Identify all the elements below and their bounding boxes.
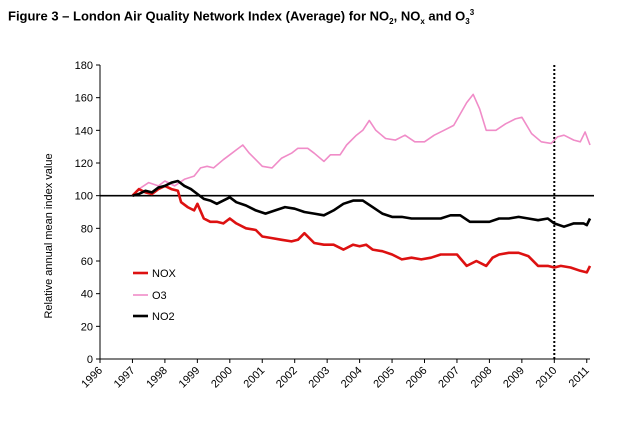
title-text-main: Figure 3 – London Air Quality Network In… (8, 8, 390, 24)
x-tick-label: 2010 (534, 365, 560, 391)
title-text-mid2: and O (424, 8, 466, 24)
y-tick-label: 120 (75, 158, 93, 170)
chart-series (131, 93, 592, 274)
series-line-no2 (132, 179, 592, 228)
y-tick-label: 180 (75, 60, 93, 72)
x-tick-label: 1999 (177, 365, 203, 391)
y-tick-label: 100 (75, 191, 93, 203)
x-tick-label: 1997 (112, 365, 138, 391)
legend-label-o3: O3 (152, 290, 167, 302)
x-tick-label: 2005 (371, 365, 397, 391)
y-tick-label: 140 (75, 125, 93, 137)
y-tick-label: 80 (81, 223, 93, 235)
y-tick-label: 160 (75, 93, 93, 105)
title-sub-o3: 3 (465, 16, 470, 26)
y-tick-label: 40 (81, 289, 93, 301)
x-tick-label: 2000 (209, 365, 235, 391)
title-text-mid1: , NO (393, 8, 421, 24)
legend-label-nox: NOX (152, 268, 177, 280)
x-tick-label: 1998 (144, 365, 170, 391)
x-tick-label: 2008 (469, 365, 495, 391)
y-tick-label: 20 (81, 321, 93, 333)
title-footnote-mark: 3 (469, 8, 475, 17)
series-line-o3 (131, 93, 591, 197)
y-tick-label: 60 (81, 256, 93, 268)
x-tick-label: 1996 (79, 365, 105, 391)
title-sub-no2: 2 (389, 16, 394, 26)
x-tick-label: 2007 (436, 365, 462, 391)
title-sub-nox: x (420, 16, 425, 26)
y-axis-label: Relative annual mean index value (43, 153, 55, 318)
x-tick-label: 2004 (339, 365, 365, 391)
x-tick-label: 2011 (567, 365, 592, 390)
series-line-nox (131, 184, 592, 274)
y-tick-label: 0 (87, 354, 93, 366)
x-tick-label: 2002 (274, 365, 300, 391)
chart-axes: 0 20 40 60 80 100 120 140 160 180 1996 1997 1998 1999… (75, 60, 594, 390)
x-tick-label: 2006 (404, 365, 430, 391)
x-tick-label: 2009 (501, 365, 527, 391)
x-tick-label: 2003 (306, 365, 332, 391)
chart-legend: NOX O3 NO2 (133, 268, 177, 323)
figure-title: Figure 3 – London Air Quality Network In… (8, 8, 474, 26)
legend-label-no2: NO2 (152, 311, 175, 323)
x-tick-label: 2001 (242, 365, 268, 391)
